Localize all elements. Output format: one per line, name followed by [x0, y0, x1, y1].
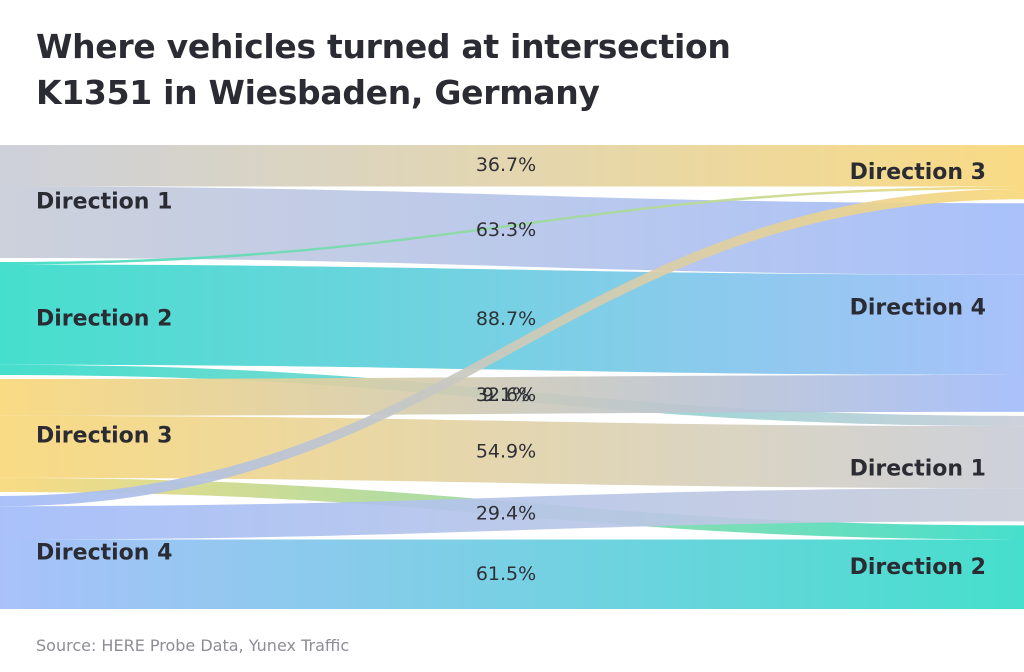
source-node-label-d3: Direction 3	[36, 424, 172, 449]
flow-label: 29.4%	[476, 502, 536, 524]
flow-layer	[0, 145, 1024, 609]
flow-label: 9.1%	[482, 384, 530, 406]
flow-label: 32.6%	[476, 384, 536, 406]
flow-label: 54.9%	[476, 440, 536, 462]
flow-d4-to-d1	[0, 488, 1024, 540]
flow-d3-to-d1	[0, 415, 1024, 489]
source-node-label-d4: Direction 4	[36, 541, 172, 566]
chart-title: Where vehicles turned at intersection K1…	[36, 24, 731, 116]
target-node-label-d2: Direction 2	[850, 555, 986, 580]
flow-d3-to-d4	[0, 375, 1024, 416]
flow-label: 61.5%	[476, 563, 536, 585]
flow-d2-to-d4	[0, 264, 1024, 375]
flow-label: 36.7%	[476, 154, 536, 176]
source-node-label-d1: Direction 1	[36, 190, 172, 215]
source-node-label-d2: Direction 2	[36, 307, 172, 332]
chart-title-line-2: K1351 in Wiesbaden, Germany	[36, 73, 600, 112]
flow-d4-to-d3	[0, 188, 1024, 507]
flow-d1-to-d3	[0, 145, 1024, 187]
flow-label: 63.3%	[476, 219, 536, 241]
flow-d1-to-d4	[0, 186, 1024, 275]
chart-title-line-1: Where vehicles turned at intersection	[36, 27, 731, 66]
target-node-label-d3: Direction 3	[850, 160, 986, 185]
source-note: Source: HERE Probe Data, Yunex Traffic	[36, 636, 350, 655]
target-node-label-d1: Direction 1	[850, 457, 986, 482]
target-node-label-d4: Direction 4	[850, 296, 986, 321]
flow-d2-to-d3	[0, 186, 1024, 265]
label-layer: 36.7% 63.3% 88.7% 9.1%32.6% 54.9% 29.4% 61.5% D…	[36, 154, 986, 585]
flow-label: 88.7%	[476, 308, 536, 330]
flow-d4-to-d2	[0, 539, 1024, 609]
